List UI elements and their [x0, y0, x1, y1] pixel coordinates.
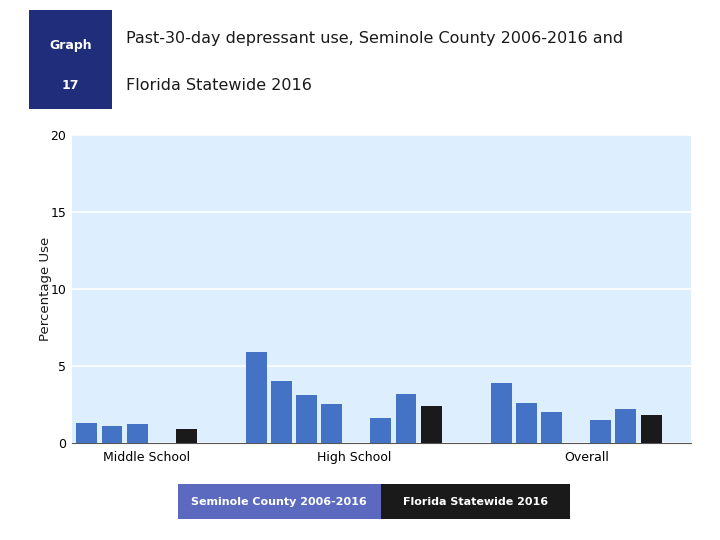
- Bar: [590, 420, 611, 443]
- Bar: [541, 412, 562, 443]
- Text: Graph: Graph: [49, 39, 91, 52]
- Y-axis label: Percentage Use: Percentage Use: [38, 237, 52, 341]
- FancyBboxPatch shape: [178, 484, 381, 519]
- Bar: [421, 406, 442, 443]
- FancyBboxPatch shape: [29, 10, 112, 109]
- Bar: [396, 394, 416, 443]
- Text: 17: 17: [61, 79, 79, 92]
- Bar: [616, 409, 636, 443]
- Bar: [296, 395, 317, 443]
- Bar: [491, 383, 511, 443]
- Bar: [641, 415, 662, 443]
- Bar: [516, 403, 537, 443]
- Bar: [371, 418, 391, 443]
- FancyBboxPatch shape: [381, 484, 570, 519]
- Text: Seminole County 2006-2016: Seminole County 2006-2016: [192, 497, 367, 507]
- Text: Florida Statewide 2016: Florida Statewide 2016: [126, 78, 312, 93]
- Text: Past-30-day depressant use, Seminole County 2006-2016 and: Past-30-day depressant use, Seminole Cou…: [126, 31, 623, 45]
- Bar: [321, 404, 342, 443]
- Bar: [127, 424, 148, 443]
- Bar: [176, 429, 197, 443]
- Bar: [246, 352, 266, 443]
- Bar: [271, 381, 292, 443]
- Bar: [102, 426, 122, 443]
- Bar: [76, 423, 97, 443]
- Text: Florida Statewide 2016: Florida Statewide 2016: [403, 497, 548, 507]
